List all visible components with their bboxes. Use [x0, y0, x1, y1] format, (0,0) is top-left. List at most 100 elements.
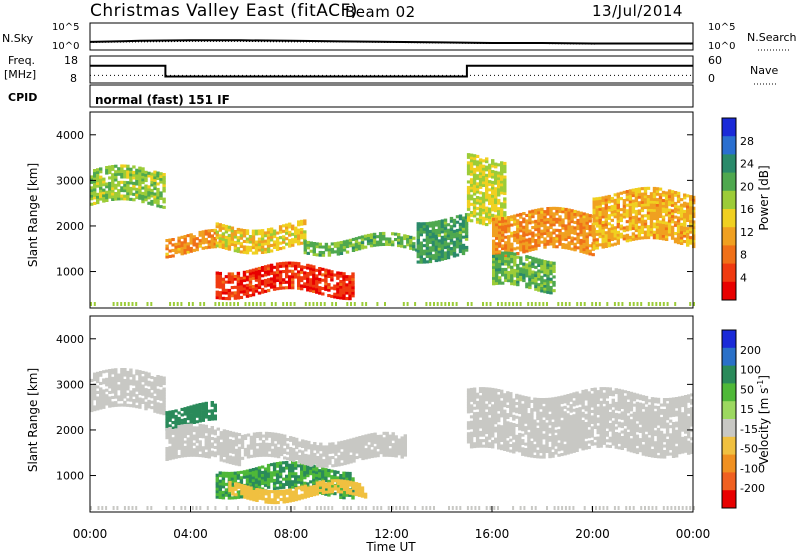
- heatmap-cell: [504, 249, 508, 253]
- heatmap-cell: [96, 198, 100, 202]
- heatmap-cell: [640, 228, 645, 232]
- heatmap-cell: [227, 242, 232, 246]
- heatmap-cell: [348, 286, 352, 290]
- heatmap-cell: [177, 438, 181, 442]
- heatmap-cell: [422, 257, 427, 261]
- heatmap-cell: [102, 397, 106, 401]
- heatmap-cell: [575, 440, 579, 444]
- heatmap-cell: [558, 240, 562, 244]
- heatmap-cell: [275, 231, 280, 235]
- heatmap-cell: [546, 271, 550, 275]
- heatmap-cell: [516, 246, 520, 250]
- heatmap-cell: [531, 215, 535, 219]
- heatmap-cell: [150, 172, 154, 176]
- heatmap-cell: [472, 387, 477, 391]
- heatmap-cell: [475, 431, 480, 435]
- heatmap-cell: [617, 302, 620, 306]
- heatmap-cell: [494, 402, 498, 406]
- heatmap-cell: [598, 207, 602, 211]
- heatmap-cell: [251, 268, 256, 272]
- heatmap-cell: [319, 448, 323, 452]
- heatmap-cell: [584, 397, 588, 401]
- heatmap-cell: [570, 225, 574, 229]
- heatmap-cell: [598, 205, 602, 209]
- heatmap-cell: [221, 285, 226, 289]
- heatmap-cell: [515, 445, 519, 449]
- heatmap-cell: [584, 394, 588, 398]
- heatmap-cell: [255, 448, 260, 452]
- heatmap-cell: [537, 235, 541, 239]
- heatmap-cell: [475, 185, 480, 189]
- heatmap-cell: [475, 176, 480, 180]
- heatmap-cell: [114, 381, 118, 385]
- heatmap-cell: [419, 227, 423, 231]
- heatmap-cell: [598, 221, 602, 225]
- heatmap-cell: [213, 239, 217, 243]
- heatmap-cell: [301, 444, 305, 448]
- heatmap-cell: [236, 493, 241, 497]
- heatmap-cell: [466, 180, 471, 184]
- heatmap-cell: [546, 220, 550, 224]
- heatmap-cell: [481, 194, 486, 198]
- heatmap-cell: [503, 395, 507, 399]
- heatmap-cell: [153, 184, 157, 188]
- heatmap-cell: [397, 235, 401, 239]
- heatmap-cell: [481, 406, 486, 410]
- heatmap-cell: [191, 302, 194, 306]
- heatmap-cell: [491, 428, 495, 432]
- heatmap-cell: [543, 245, 547, 249]
- heatmap-cell: [255, 451, 260, 455]
- heatmap-cell: [159, 411, 163, 415]
- heatmap-cell: [120, 167, 124, 171]
- heatmap-cell: [221, 485, 226, 489]
- heatmap-cell: [361, 437, 365, 441]
- heatmap-cell: [481, 439, 486, 443]
- heatmap-cell: [224, 241, 229, 245]
- heatmap-cell: [658, 193, 663, 197]
- heatmap-cell: [640, 214, 645, 218]
- heatmap-cell: [126, 189, 130, 193]
- heatmap-cell: [135, 388, 139, 392]
- heatmap-cell: [512, 401, 516, 405]
- heatmap-cell: [528, 243, 532, 247]
- heatmap-cell: [546, 228, 550, 232]
- heatmap-cell: [501, 259, 505, 263]
- heatmap-cell: [667, 233, 672, 237]
- heatmap-cell: [261, 453, 266, 457]
- heatmap-cell: [636, 302, 639, 306]
- heatmap-cell: [99, 392, 103, 396]
- heatmap-cell: [189, 238, 193, 242]
- heatmap-cell: [575, 429, 579, 433]
- heatmap-cell: [96, 385, 100, 389]
- heatmap-cell: [310, 463, 314, 467]
- heatmap-cell: [470, 302, 473, 306]
- heatmap-cell: [546, 260, 550, 264]
- heatmap-cell: [579, 238, 583, 242]
- heatmap-cell: [631, 232, 636, 236]
- heatmap-cell: [300, 268, 304, 272]
- heatmap-cell: [481, 178, 486, 182]
- heatmap-cell: [394, 238, 398, 242]
- heatmap-cell: [472, 176, 477, 180]
- heatmap-cell: [307, 446, 311, 450]
- heatmap-cell: [431, 221, 436, 225]
- heatmap-cell: [272, 287, 277, 291]
- heatmap-cell: [165, 413, 169, 417]
- heatmap-cell: [403, 439, 407, 443]
- heatmap-cell: [686, 218, 690, 222]
- heatmap-cell: [207, 417, 211, 421]
- heatmap-cell: [263, 289, 268, 293]
- heatmap-cell: [652, 214, 657, 218]
- heatmap-cell: [174, 245, 178, 249]
- heatmap-cell: [278, 483, 283, 487]
- heatmap-cell: [554, 402, 558, 406]
- heatmap-cell: [254, 480, 259, 484]
- heatmap-cell: [425, 241, 430, 245]
- heatmap-cell: [324, 242, 329, 246]
- heatmap-cell: [640, 222, 645, 226]
- heatmap-cell: [519, 245, 523, 249]
- heatmap-cell: [491, 434, 495, 438]
- heatmap-cell: [195, 411, 199, 415]
- heatmap-cell: [452, 240, 457, 244]
- heatmap-cell: [162, 189, 166, 193]
